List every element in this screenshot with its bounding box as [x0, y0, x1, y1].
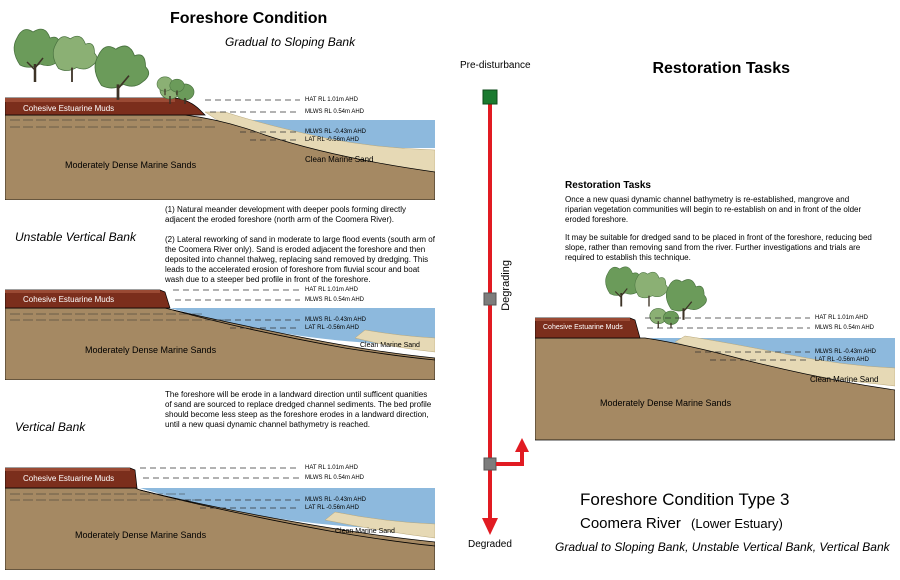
- p3-lat: LAT RL -0.56m AHD: [305, 505, 359, 511]
- p2-mud-label: Cohesive Estuarine Muds: [23, 295, 114, 304]
- p2-mlws1: MLWS RL 0.54m AHD: [305, 297, 364, 303]
- p3-mlws1: MLWS RL 0.54m AHD: [305, 475, 364, 481]
- r-mlws2: MLWS RL -0.43m AHD: [815, 349, 876, 355]
- resto-body2: It may be suitable for dredged sand to b…: [565, 233, 875, 263]
- r-sand-label: Moderately Dense Marine Sands: [600, 398, 731, 408]
- r-mud-label: Cohesive Estuarine Muds: [543, 324, 623, 331]
- timeline-label-bottom: Degraded: [468, 539, 512, 550]
- r-hat: HAT RL 1.01m AHD: [815, 315, 868, 321]
- cross-section-3: [5, 420, 435, 570]
- title-line2a: Coomera River (Lower Estuary): [580, 515, 783, 532]
- r-lat: LAT RL -0.56m AHD: [815, 357, 869, 363]
- resto-body1: Once a new quasi dynamic channel bathyme…: [565, 195, 875, 225]
- p1-lat: LAT RL -0.56m AHD: [305, 137, 359, 143]
- r-marine-label: Clean Marine Sand: [810, 375, 878, 384]
- p2-lat: LAT RL -0.56m AHD: [305, 325, 359, 331]
- p1-mlws2: MLWS RL -0.43m AHD: [305, 129, 366, 135]
- panel-unstable-vertical: Unstable Vertical Bank HAT RL 1.01m AHD …: [5, 230, 435, 380]
- cross-section-2: [5, 230, 435, 380]
- panel-restoration: Restoration Tasks Once a new quasi dynam…: [535, 180, 895, 460]
- title-line1: Foreshore Condition Type 3: [580, 490, 789, 510]
- p3-marine-label: Clean Marine Sand: [335, 528, 395, 535]
- timeline-label-top: Pre-disturbance: [460, 60, 531, 71]
- p1-sand-label: Moderately Dense Marine Sands: [65, 160, 196, 170]
- p2-marine-label: Clean Marine Sand: [360, 342, 420, 349]
- heading-restoration: Restoration Tasks: [652, 60, 790, 78]
- p2-mlws2: MLWS RL -0.43m AHD: [305, 317, 366, 323]
- panel-vertical-bank: Vertical Bank HAT RL 1.01m AHD MLWS RL 0…: [5, 420, 435, 570]
- p3-mlws2: MLWS RL -0.43m AHD: [305, 497, 366, 503]
- title-line3: Gradual to Sloping Bank, Unstable Vertic…: [555, 540, 890, 554]
- r-mlws1: MLWS RL 0.54m AHD: [815, 325, 874, 331]
- p3-hat: HAT RL 1.01m AHD: [305, 465, 358, 471]
- panel-gradual-sloping: Gradual to Sloping Bank HAT RL 1.01m AHD…: [5, 20, 435, 200]
- p3-mud-label: Cohesive Estuarine Muds: [23, 474, 114, 483]
- p1-note1: (1) Natural meander development with dee…: [165, 205, 435, 225]
- p2-sand-label: Moderately Dense Marine Sands: [85, 345, 216, 355]
- resto-head: Restoration Tasks: [565, 180, 875, 193]
- p2-hat: HAT RL 1.01m AHD: [305, 287, 358, 293]
- p1-mlws1: MLWS RL 0.54m AHD: [305, 109, 364, 115]
- title-river: Coomera River: [580, 515, 681, 532]
- timeline-label-mid: Degrading: [500, 260, 512, 311]
- degradation-timeline: Pre-disturbance Degrading Degraded: [450, 60, 530, 538]
- p3-sand-label: Moderately Dense Marine Sands: [75, 530, 206, 540]
- p1-mud-label: Cohesive Estuarine Muds: [23, 104, 114, 113]
- p1-hat: HAT RL 1.01m AHD: [305, 97, 358, 103]
- title-estuary: (Lower Estuary): [691, 516, 783, 531]
- p1-marine-label: Clean Marine Sand: [305, 155, 373, 164]
